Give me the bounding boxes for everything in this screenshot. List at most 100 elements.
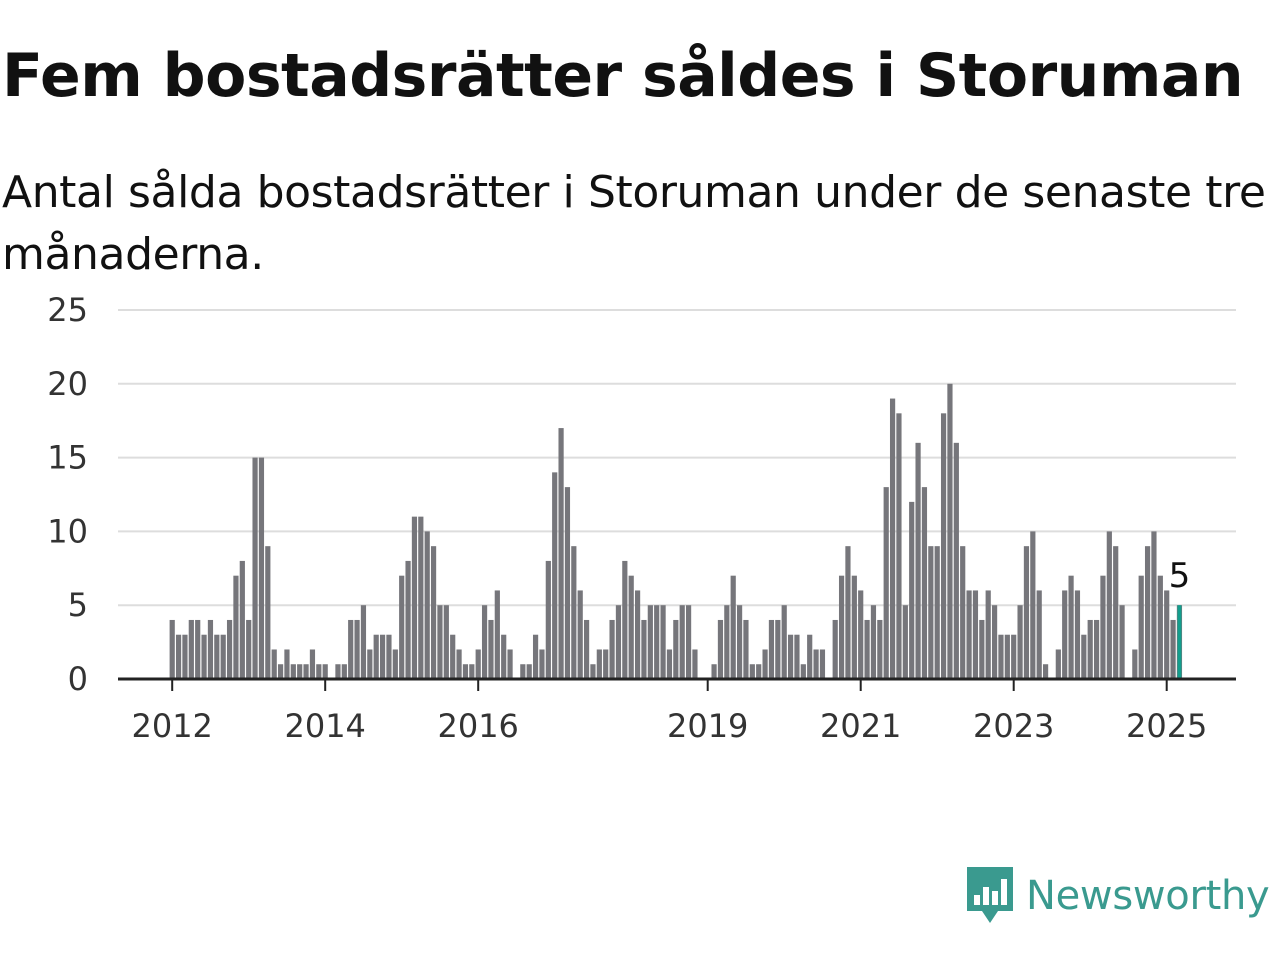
bar [424, 531, 430, 679]
bar [909, 501, 915, 679]
bar [195, 619, 201, 679]
chart-subtitle: Antal sålda bostadsrätter i Storuman und… [2, 167, 1266, 280]
bar [622, 560, 628, 679]
bar [813, 649, 819, 679]
bar [265, 546, 271, 679]
bar [258, 457, 265, 679]
bar [1030, 531, 1036, 679]
bar [807, 634, 813, 679]
bar [603, 649, 609, 679]
bar [437, 605, 443, 679]
bar [507, 649, 513, 679]
bar [679, 605, 685, 679]
bar [1017, 605, 1023, 679]
bar [819, 649, 826, 679]
bar [883, 487, 889, 679]
y-tick-label: 10 [47, 512, 88, 550]
bar [392, 649, 398, 679]
bar [654, 605, 660, 679]
bar [991, 605, 998, 679]
bar [928, 546, 934, 679]
bar [851, 575, 857, 679]
bar [1093, 619, 1100, 679]
bar [360, 605, 367, 679]
bar [998, 634, 1004, 679]
bar [864, 619, 870, 679]
bar [858, 590, 864, 679]
bar [456, 649, 462, 679]
bar [188, 619, 194, 679]
bar [271, 649, 277, 679]
bar [692, 649, 698, 679]
bar [902, 605, 908, 679]
bar [418, 516, 424, 679]
newsworthy-logo[interactable]: Newsworthy [964, 864, 1270, 928]
bar [641, 619, 647, 679]
bar [322, 664, 328, 679]
bar [717, 619, 724, 679]
bar [647, 605, 653, 679]
bar [373, 634, 379, 679]
bar [628, 575, 634, 679]
bar [252, 457, 258, 679]
chart-title: Fem bostadsrätter såldes i Storuman [2, 41, 1244, 111]
bar [175, 634, 182, 679]
bar [673, 619, 679, 679]
bar [1100, 575, 1106, 679]
bar [940, 413, 947, 679]
bar [590, 664, 596, 679]
bar [775, 619, 781, 679]
bar [488, 619, 494, 679]
newsworthy-logo-icon [967, 867, 1013, 923]
x-axis-ticks: 2012 2014 2016 2019 2021 2023 2025 [131, 679, 1207, 745]
x-tick-label: 2016 [437, 707, 518, 745]
bar [1011, 634, 1017, 679]
bar [1144, 546, 1151, 679]
bar [284, 649, 290, 679]
bar [724, 605, 730, 679]
bar [335, 664, 341, 679]
y-tick-label: 20 [47, 365, 88, 403]
bar [877, 619, 883, 679]
bar [526, 664, 532, 679]
bar [182, 634, 188, 679]
bar [379, 634, 386, 679]
bar [953, 442, 959, 679]
bar [405, 560, 411, 679]
y-tick-label: 5 [68, 586, 88, 624]
bar [1138, 575, 1144, 679]
bar [475, 649, 481, 679]
bar [845, 546, 851, 679]
gridlines [118, 309, 1236, 607]
bar [1055, 649, 1061, 679]
x-tick-label: 2019 [667, 707, 748, 745]
bar [1151, 531, 1157, 679]
bar [316, 664, 322, 679]
bar [469, 664, 475, 679]
bar [226, 619, 233, 679]
bar [201, 634, 207, 679]
x-tick-label: 2012 [131, 707, 212, 745]
bar [1087, 619, 1093, 679]
highlight-bar [1177, 605, 1182, 679]
bar [711, 664, 717, 679]
bar [743, 619, 749, 679]
bar [1132, 649, 1138, 679]
bar [1004, 634, 1010, 679]
bar [214, 634, 220, 679]
x-tick-label: 2021 [820, 707, 901, 745]
bar [290, 664, 296, 679]
bar [443, 605, 449, 679]
bar [832, 619, 838, 679]
bar [1164, 590, 1170, 679]
bar [1074, 590, 1081, 679]
bar [239, 560, 245, 679]
bar [386, 634, 392, 679]
bar [545, 560, 551, 679]
y-tick-label: 15 [47, 439, 88, 477]
bar [749, 664, 755, 679]
bar [972, 590, 979, 679]
bar [233, 575, 239, 679]
bar [870, 605, 877, 679]
